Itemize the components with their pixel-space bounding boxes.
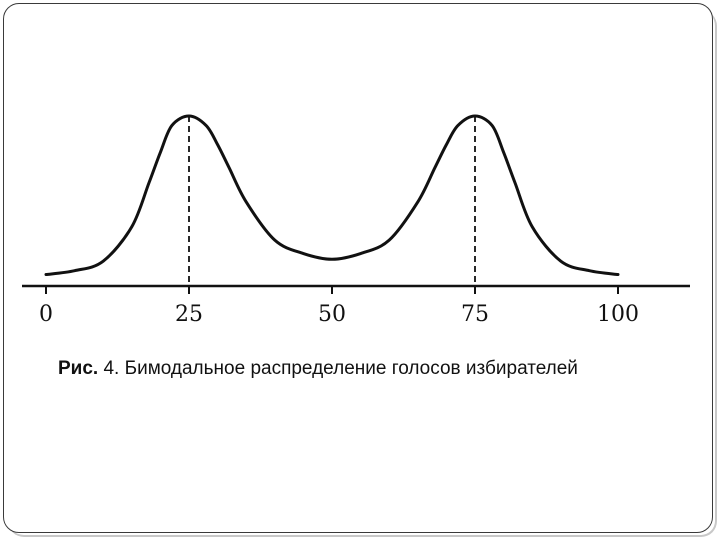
- x-tick-label: 0: [39, 302, 53, 327]
- caption-text: 4. Бимодальное распределение голосов изб…: [98, 358, 578, 379]
- x-tick-label: 50: [318, 302, 346, 327]
- distribution-curve: [44, 114, 620, 277]
- x-axis-ticks: 0 25 50 75 100: [39, 286, 639, 327]
- x-tick-label: 100: [597, 302, 639, 327]
- caption-prefix: Рис.: [58, 358, 99, 379]
- reference-lines: [188, 116, 476, 286]
- slide-frame: [3, 3, 717, 537]
- x-tick-label: 75: [461, 302, 489, 327]
- figure-caption: Рис. 4. Бимодальное распределение голосо…: [58, 358, 578, 380]
- x-tick-label: 25: [175, 302, 203, 327]
